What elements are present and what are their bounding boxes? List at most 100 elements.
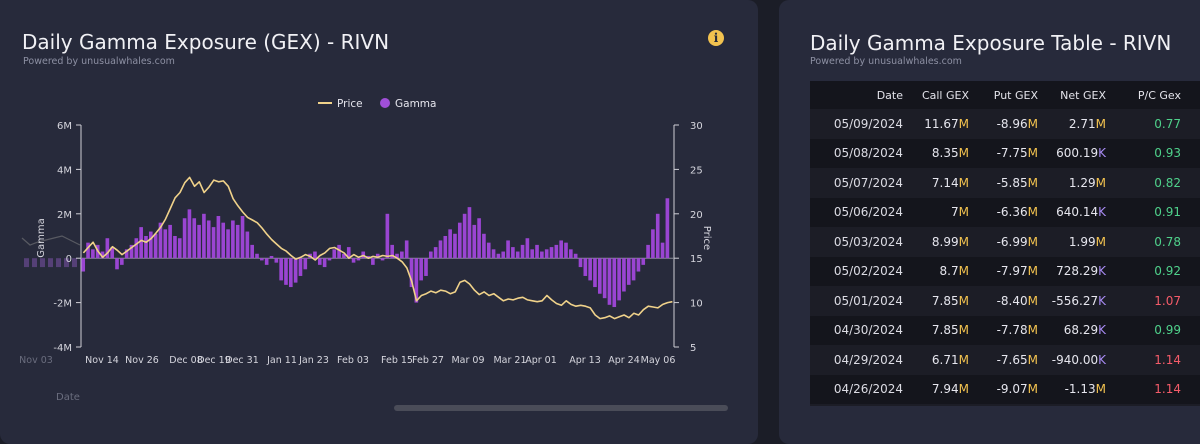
- gamma-bar: [501, 251, 506, 259]
- cell-pc-gex: 0.93: [1154, 146, 1181, 161]
- table-row[interactable]: 05/06/2024 7M -6.36M 640.14K 0.91: [810, 197, 1200, 227]
- cell-call-unit: M: [958, 352, 969, 367]
- gamma-bar: [279, 258, 283, 281]
- cell-call-gex: 7M: [903, 205, 969, 219]
- gamma-bar: [515, 251, 520, 259]
- x-tick-label: Dec 19: [197, 355, 231, 366]
- table-row[interactable]: 04/30/2024 7.85M -7.78M 68.29K 0.99: [810, 315, 1200, 345]
- gamma-bar: [293, 258, 298, 283]
- gamma-bar: [192, 218, 197, 259]
- cell-net-value: -556.27: [1051, 293, 1099, 308]
- context-price-line: [21, 235, 81, 246]
- chart-subtitle: Powered by unusualwhales.com: [23, 56, 175, 67]
- cell-date: 05/01/2024: [833, 293, 903, 308]
- chart-horizontal-scrollbar[interactable]: [394, 405, 728, 411]
- gamma-bar: [578, 258, 583, 268]
- x-tick-label: Apr 13: [569, 355, 601, 366]
- gamma-bar: [327, 258, 332, 261]
- cell-date: 05/02/2024: [833, 264, 903, 279]
- cell-call-unit: M: [958, 146, 969, 161]
- gamma-bar: [530, 249, 535, 259]
- table-row[interactable]: 04/29/2024 6.71M -7.65M -940.00K 1.14: [810, 345, 1200, 375]
- cell-net-unit: K: [1098, 323, 1106, 338]
- cell-put-value: -5.85: [996, 175, 1028, 190]
- gamma-bar: [549, 247, 554, 259]
- cell-put-unit: M: [1027, 205, 1038, 220]
- cell-call-gex: 8.35M: [903, 146, 969, 160]
- gamma-bar: [607, 258, 612, 305]
- cell-call-value: 7.14: [931, 175, 959, 190]
- table-row[interactable]: 05/07/2024 7.14M -5.85M 1.29M 0.82: [810, 168, 1200, 198]
- table-row[interactable]: 05/03/2024 8.99M -6.99M 1.99M 0.78: [810, 227, 1200, 257]
- cell-net-value: -1.13: [1064, 382, 1096, 397]
- gamma-bar: [597, 258, 602, 294]
- table-row[interactable]: 05/01/2024 7.85M -8.40M -556.27K 1.07: [810, 286, 1200, 316]
- gamma-bar: [467, 207, 472, 259]
- cell-call-value: 8.7: [939, 264, 959, 279]
- cell-call-value: 7.85: [931, 293, 959, 308]
- gamma-bar: [182, 218, 187, 259]
- cell-put-gex: -6.99M: [969, 235, 1038, 249]
- gamma-bar: [409, 258, 414, 288]
- right-tick-label: 10: [690, 299, 703, 310]
- gamma-bar: [235, 224, 240, 259]
- cell-put-gex: -8.40M: [969, 294, 1038, 308]
- gamma-bar: [226, 229, 230, 259]
- info-icon[interactable]: i: [708, 30, 724, 46]
- cell-put-unit: M: [1027, 323, 1038, 338]
- chart-title: Daily Gamma Exposure (GEX) - RIVN: [22, 30, 390, 54]
- right-tick-label: 5: [690, 343, 696, 354]
- gamma-bar: [390, 244, 395, 259]
- table-title: Daily Gamma Exposure Table - RIVN: [810, 31, 1172, 55]
- gamma-bar: [322, 258, 327, 268]
- gamma-bar: [626, 258, 631, 285]
- header-net-gex[interactable]: Net GEX: [1060, 88, 1106, 102]
- x-tick-label: Apr 24: [608, 355, 640, 366]
- cell-call-unit: M: [958, 323, 969, 338]
- gamma-bar: [163, 229, 168, 259]
- context-bar: [72, 258, 77, 268]
- gamma-bar: [477, 218, 481, 259]
- header-pc-gex[interactable]: P/C Gex: [1137, 88, 1181, 102]
- gamma-bar: [646, 244, 650, 259]
- header-put-gex[interactable]: Put GEX: [993, 88, 1038, 102]
- table-row[interactable]: 05/02/2024 8.7M -7.97M 728.29K 0.92: [810, 256, 1200, 286]
- gamma-bar: [511, 247, 515, 259]
- x-tick-label: May 06: [641, 355, 676, 366]
- table-header-row: Date Call GEX Put GEX Net GEX P/C Gex: [810, 81, 1200, 109]
- table-row[interactable]: 05/08/2024 8.35M -7.75M 600.19K 0.93: [810, 138, 1200, 168]
- gamma-bar: [482, 233, 486, 259]
- gex-table[interactable]: Date Call GEX Put GEX Net GEX P/C Gex 05…: [810, 81, 1200, 406]
- table-row[interactable]: 05/09/2024 11.67M -8.96M 2.71M 0.77: [810, 109, 1200, 139]
- cell-net-unit: K: [1098, 352, 1106, 367]
- cell-call-gex: 7.85M: [903, 294, 969, 308]
- cell-pc-gex: 0.78: [1154, 234, 1181, 249]
- right-tick-label: 15: [690, 254, 703, 265]
- gamma-bar: [245, 231, 250, 259]
- gamma-bar: [202, 213, 206, 259]
- cell-net-value: -940.00: [1051, 352, 1099, 367]
- x-tick-label: Jan 11: [266, 355, 297, 366]
- cell-net-value: 600.19: [1056, 146, 1099, 161]
- gamma-bar: [371, 258, 375, 265]
- gamma-bar: [559, 240, 563, 259]
- header-date[interactable]: Date: [876, 88, 903, 102]
- left-tick-label: 0: [66, 254, 72, 265]
- header-call-gex[interactable]: Call GEX: [921, 88, 969, 102]
- cell-put-gex: -7.97M: [969, 264, 1038, 278]
- gamma-bar: [520, 244, 525, 259]
- table-row[interactable]: 04/26/2024 7.94M -9.07M -1.13M 1.14: [810, 374, 1200, 404]
- x-tick-label: Nov 14: [85, 355, 119, 366]
- x-tick-label: Apr 01: [525, 355, 557, 366]
- cell-put-value: -7.65: [996, 352, 1028, 367]
- cell-put-gex: -7.78M: [969, 323, 1038, 337]
- x-tick-label: Jan 23: [298, 355, 329, 366]
- cell-net-value: 2.71: [1068, 116, 1096, 131]
- legend-gamma-swatch: [380, 98, 390, 108]
- cell-put-gex: -6.36M: [969, 205, 1038, 219]
- cell-put-gex: -7.65M: [969, 353, 1038, 367]
- cell-net-unit: M: [1095, 175, 1106, 190]
- cell-put-unit: M: [1027, 146, 1038, 161]
- cell-date: 05/08/2024: [833, 146, 903, 161]
